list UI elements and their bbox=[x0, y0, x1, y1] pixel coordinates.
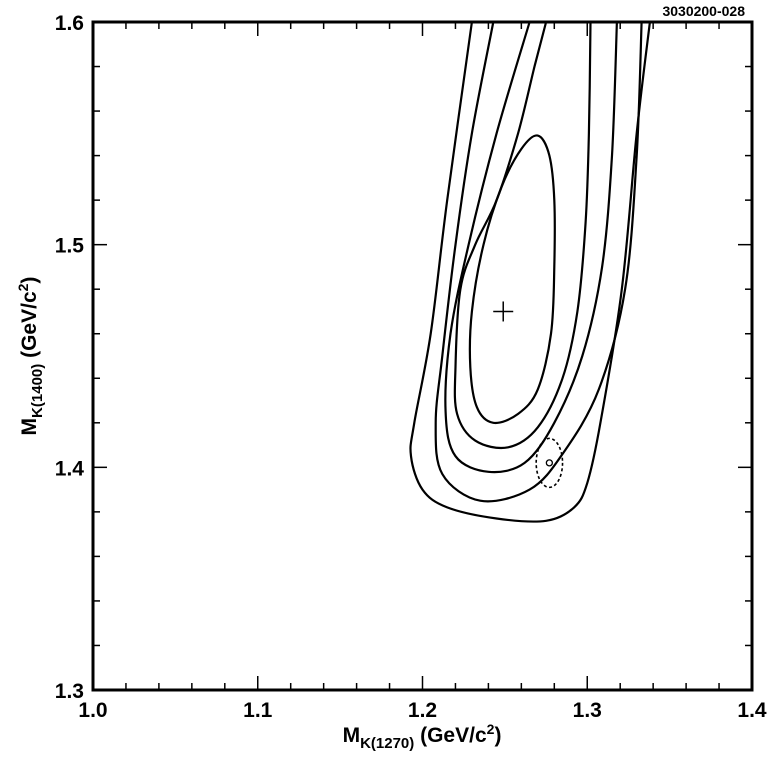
y-label-sup: 2 bbox=[15, 283, 31, 291]
y-label-main: M bbox=[18, 418, 41, 436]
x-tick-label: 1.1 bbox=[243, 699, 273, 722]
plot-frame bbox=[91, 20, 754, 692]
figure-id: 3030200-028 bbox=[662, 3, 745, 19]
reference-point-marker bbox=[545, 459, 554, 467]
x-label-close: ) bbox=[494, 724, 501, 747]
axis-ticks bbox=[92, 21, 753, 691]
y-tick-label: 1.6 bbox=[55, 12, 84, 35]
x-tick-label: 1.0 bbox=[78, 699, 107, 722]
x-tick-label: 1.3 bbox=[573, 699, 602, 722]
tick-labels: 1.0 1.1 1.2 1.3 1.4 1.3 1.4 1.5 1.6 bbox=[55, 12, 767, 722]
x-label-unit: (GeV/c bbox=[414, 724, 487, 747]
contour-4 bbox=[434, 21, 643, 503]
contour-2 bbox=[453, 21, 592, 450]
y-label-close: ) bbox=[18, 277, 41, 284]
contour-5 bbox=[409, 21, 651, 523]
x-tick-label: 1.2 bbox=[408, 699, 437, 722]
x-tick-label: 1.4 bbox=[737, 699, 767, 722]
markers bbox=[493, 301, 564, 489]
x-label-sub: K(1270) bbox=[360, 735, 414, 752]
y-axis-label: MK(1400) (GeV/c2) bbox=[15, 277, 46, 436]
y-tick-label: 1.5 bbox=[55, 235, 85, 258]
contour-lines bbox=[409, 21, 651, 523]
y-tick-label: 1.4 bbox=[55, 457, 85, 480]
y-label-unit: (GeV/c bbox=[18, 291, 41, 364]
x-label-main: M bbox=[343, 724, 361, 747]
reference-dashed-ellipse bbox=[535, 437, 564, 489]
x-axis-label: MK(1270) (GeV/c2) bbox=[343, 721, 502, 752]
x-label-sup: 2 bbox=[487, 721, 495, 737]
contour-3 bbox=[444, 21, 618, 474]
contour-1 bbox=[468, 134, 556, 425]
y-label-sub: K(1400) bbox=[29, 364, 46, 418]
y-tick-label: 1.3 bbox=[55, 680, 84, 703]
